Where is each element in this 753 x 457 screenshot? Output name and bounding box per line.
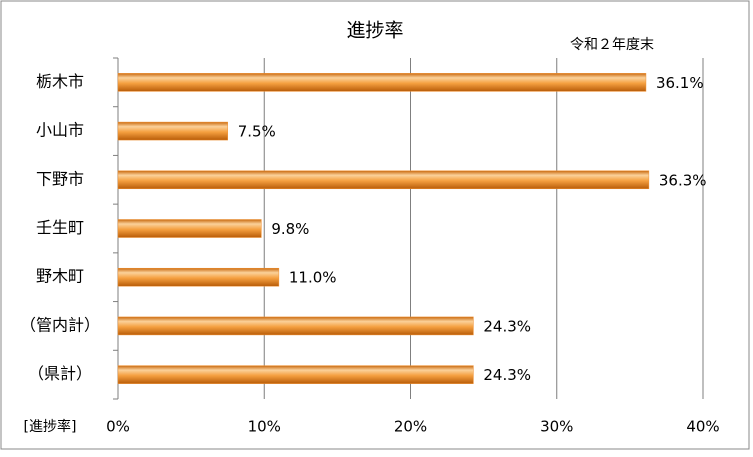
axis-label: [進捗率] — [24, 418, 77, 435]
value-label: 24.3% — [483, 317, 531, 335]
y-tick-label: （管内計） — [20, 315, 100, 334]
bar — [117, 219, 262, 238]
value-label: 11.0% — [289, 269, 337, 287]
y-tick-label: 野木町 — [36, 267, 84, 286]
y-tick-label: 壬生町 — [36, 218, 84, 237]
bar — [117, 170, 650, 190]
x-tick-label: 10% — [248, 418, 281, 436]
x-tick-label: 40% — [686, 418, 719, 436]
x-tick-label: 20% — [394, 418, 427, 436]
bar — [117, 365, 474, 384]
value-label: 9.8% — [271, 220, 309, 238]
bar — [117, 73, 647, 92]
y-tick-label: 栃木市 — [36, 72, 84, 91]
chart-subtitle: 令和２年度末 — [570, 37, 654, 53]
y-tick-label: （県計） — [28, 364, 92, 383]
bar — [117, 267, 280, 287]
x-tick-label: 0% — [106, 418, 130, 436]
y-tick-label: 下野市 — [36, 169, 84, 188]
x-tick-label: 30% — [540, 418, 573, 436]
bar — [117, 316, 474, 336]
value-label: 36.1% — [656, 74, 704, 92]
value-label: 36.3% — [659, 171, 707, 189]
y-tick-label: 小山市 — [36, 121, 84, 140]
value-label: 24.3% — [483, 366, 531, 384]
chart-title: 進捗率 — [346, 20, 403, 42]
value-label: 7.5% — [238, 123, 276, 141]
bar — [117, 121, 228, 141]
